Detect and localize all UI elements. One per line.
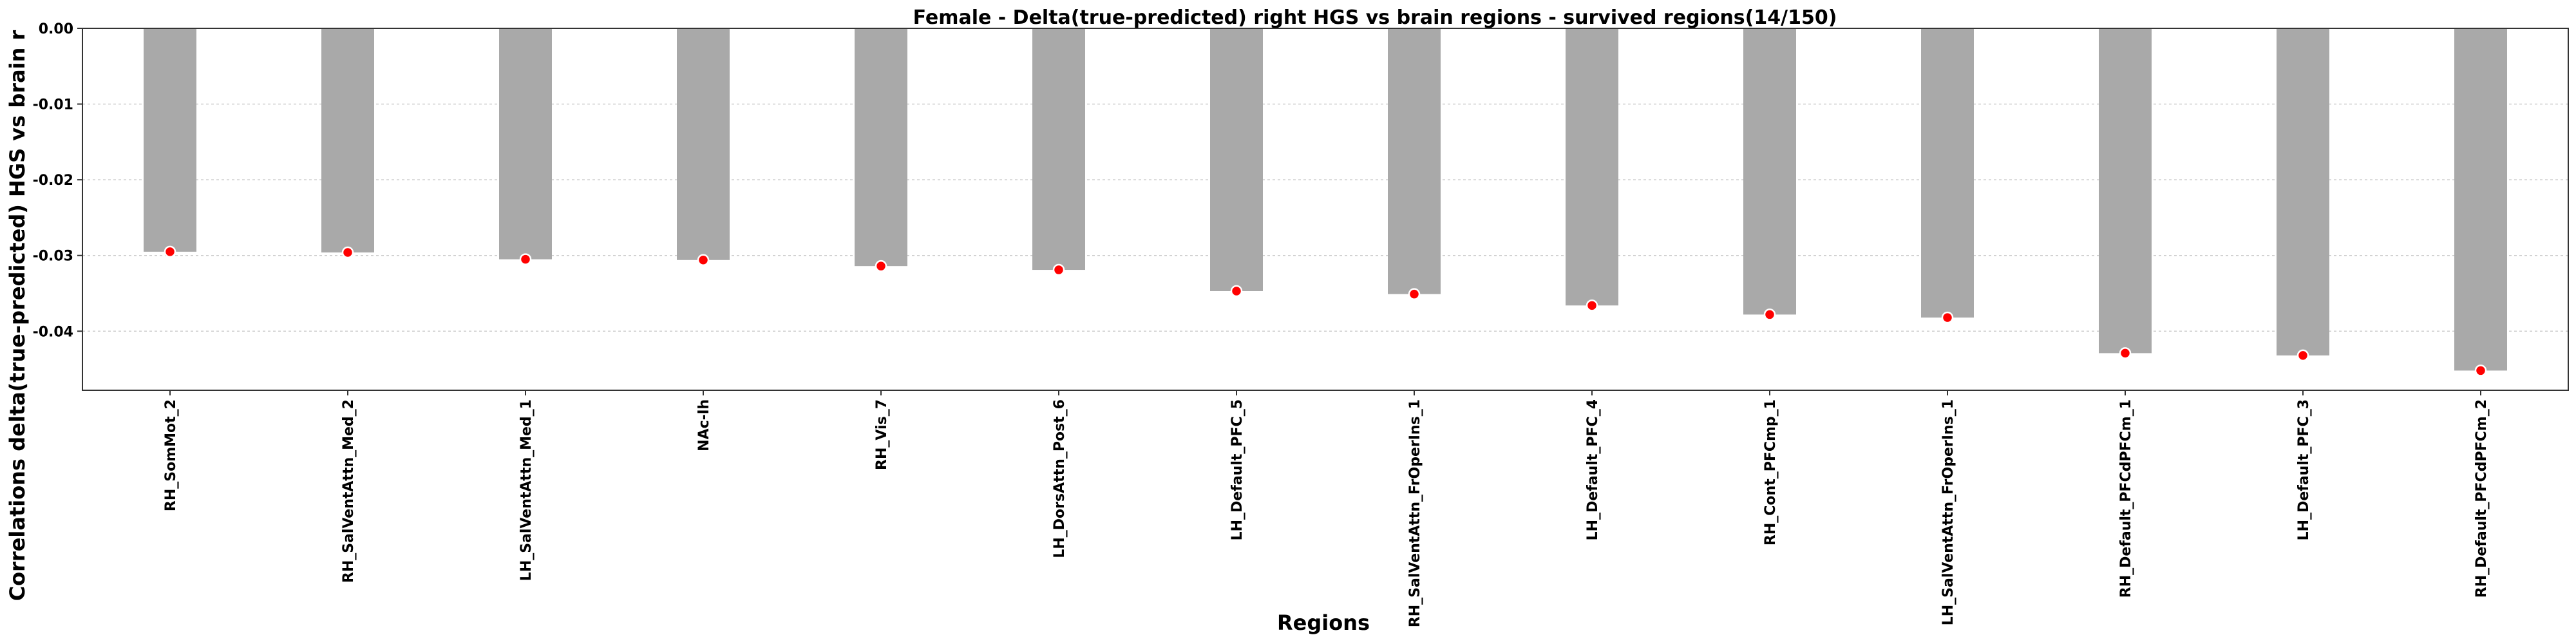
bar [1210,28,1263,291]
bar [1921,28,1974,318]
bar [1032,28,1085,270]
x-tick-label: RH_SalVentAttn_FrOperIns_1 [1407,399,1423,627]
x-tick-label: RH_Default_PFCdPFCm_1 [2118,399,2134,598]
bar [2454,28,2507,371]
bar [855,28,907,267]
data-point [519,253,532,265]
x-tick-label: RH_Vis_7 [874,399,890,470]
y-axis-label: Correlations delta(true-predicted) HGS v… [5,30,30,601]
y-axis-ticks: 0.00 -0.01 -0.02 -0.03 -0.04 [33,21,82,340]
x-tick-label: NAc-lh [696,399,712,451]
bar [499,28,552,260]
x-tick-label: RH_Cont_PFCmp_1 [1763,399,1779,545]
markers [164,245,2487,377]
data-point [2119,347,2132,359]
data-point [875,260,887,272]
bar [2277,28,2329,355]
y-tick-label: -0.02 [33,173,73,189]
data-point [2474,365,2487,377]
x-tick-label: LH_Default_PFC_3 [2296,399,2312,540]
data-point [341,246,354,259]
x-tick-label: LH_DorsAttn_Post_6 [1052,399,1068,558]
bar [677,28,730,260]
x-tick-label: LH_SalVentAttn_Med_1 [518,399,535,581]
x-tick-label: RH_SomMot_2 [163,399,179,511]
grid-lines [82,103,2568,332]
y-tick-label: -0.04 [33,324,73,340]
bar [1566,28,1618,306]
data-point [1763,308,1776,321]
x-axis-ticks: RH_SomMot_2 RH_SalVentAttn_Med_2 LH_SalVen… [163,390,2490,627]
bars [144,28,2507,371]
bar [144,28,196,252]
bar [2099,28,2152,354]
x-axis-label: Regions [1277,611,1370,635]
data-point [1941,311,1954,324]
y-tick-label: -0.03 [33,249,73,265]
data-point [1052,263,1065,276]
data-point [1230,285,1243,298]
bar [1743,28,1796,315]
data-point [164,245,176,258]
bar [1388,28,1441,294]
y-tick-label: -0.01 [33,97,73,113]
data-point [2297,349,2309,362]
bar [321,28,374,253]
data-point [1408,288,1421,300]
x-tick-label: RH_Default_PFCdPFCm_2 [2474,399,2490,598]
plot-frame [82,28,2569,391]
x-tick-label: LH_Default_PFC_4 [1585,399,1601,540]
chart-title: Female - Delta(true-predicted) right HGS… [913,6,1837,29]
data-point [1586,299,1598,312]
x-tick-label: RH_SalVentAttn_Med_2 [341,399,357,583]
x-tick-label: LH_SalVentAttn_FrOperIns_1 [1940,399,1956,625]
x-tick-label: LH_Default_PFC_5 [1229,399,1245,540]
y-tick-label: 0.00 [39,21,73,37]
data-point [697,254,710,267]
